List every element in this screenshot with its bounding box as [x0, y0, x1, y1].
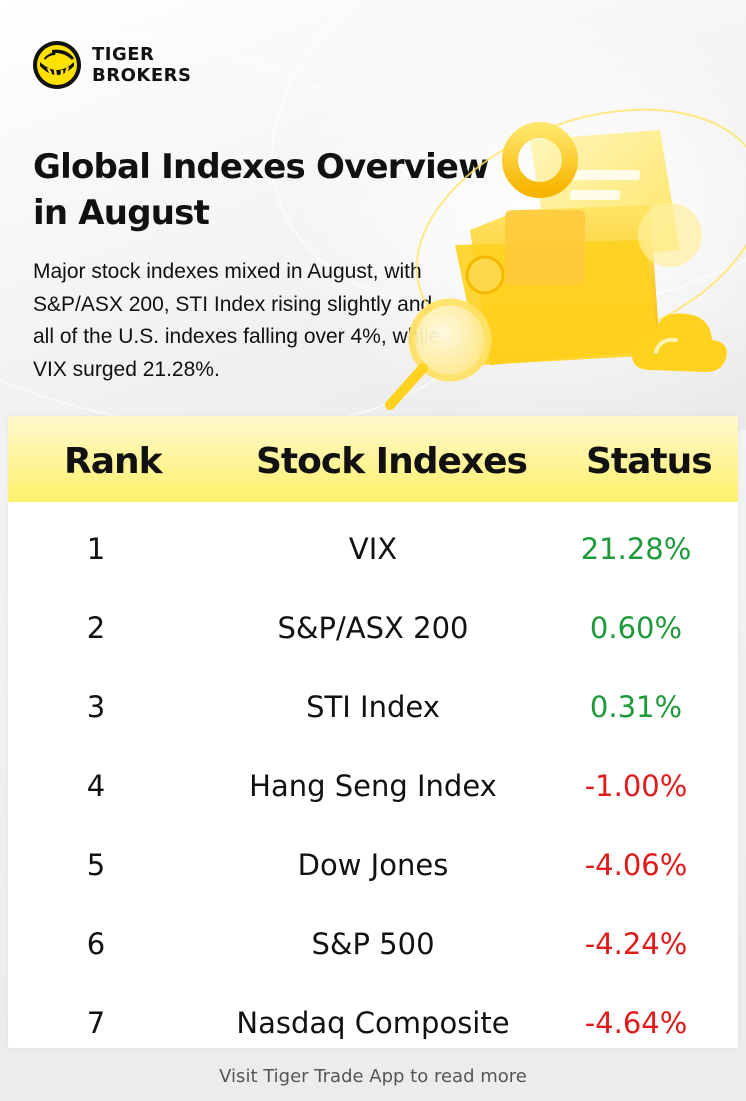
table-row: 3 STI Index 0.31%: [8, 669, 738, 748]
index-name-cell: S&P 500: [311, 927, 435, 961]
status-cell: -1.00%: [584, 769, 688, 803]
brand-name: TIGER BROKERS: [92, 44, 191, 86]
index-name-cell: S&P/ASX 200: [277, 611, 469, 645]
tiger-logo-icon: [33, 41, 81, 89]
tiger-brokers-logo[interactable]: TIGER BROKERS: [32, 40, 191, 90]
folder-illustration-icon: [385, 108, 746, 410]
index-name-cell: VIX: [348, 532, 398, 566]
rank-cell: 3: [86, 690, 106, 724]
index-name-cell: Nasdaq Composite: [236, 1006, 510, 1040]
page-title: Global Indexes Overview in August: [33, 144, 493, 236]
status-cell: -4.06%: [584, 848, 688, 882]
status-cell: -4.24%: [584, 927, 688, 961]
column-header-rank: Rank: [64, 441, 163, 482]
table-row: 6 S&P 500 -4.24%: [8, 906, 738, 985]
table-row: 4 Hang Seng Index -1.00%: [8, 748, 738, 827]
column-header-stock-indexes: Stock Indexes: [256, 441, 528, 482]
index-name-cell: Hang Seng Index: [249, 769, 497, 803]
table-row: 2 S&P/ASX 200 0.60%: [8, 590, 738, 669]
status-cell: 0.31%: [589, 690, 683, 724]
table-row: 1 VIX 21.28%: [8, 511, 738, 590]
rank-cell: 6: [86, 927, 106, 961]
page-title-line2: in August: [33, 193, 210, 233]
index-name-cell: STI Index: [306, 690, 440, 724]
hero-banner: TIGER BROKERS Global Indexes Overview in…: [0, 0, 746, 430]
brand-name-line2: BROKERS: [92, 65, 192, 86]
table-row: 5 Dow Jones -4.06%: [8, 827, 738, 906]
cloud-icon: [631, 313, 727, 372]
status-cell: -4.64%: [584, 1006, 688, 1040]
table-row: 7 Nasdaq Composite -4.64%: [8, 985, 738, 1048]
column-header-status: Status: [586, 441, 713, 482]
status-cell: 0.60%: [589, 611, 683, 645]
rank-cell: 5: [86, 848, 106, 882]
table-header: Rank Stock Indexes Status: [8, 416, 738, 502]
rank-cell: 1: [86, 532, 106, 566]
magnifier-icon: [385, 298, 492, 410]
index-table: Rank Stock Indexes Status 1 VIX 21.28% 2…: [8, 416, 738, 1048]
brand-name-line1: TIGER: [92, 44, 155, 65]
rank-cell: 2: [86, 611, 106, 645]
rank-cell: 7: [86, 1006, 106, 1040]
rank-cell: 4: [86, 769, 106, 803]
page-description: Major stock indexes mixed in August, wit…: [33, 260, 441, 381]
page-title-line1: Global Indexes Overview: [33, 147, 490, 187]
status-cell: 21.28%: [580, 532, 692, 566]
ring-icon: [502, 122, 578, 198]
index-name-cell: Dow Jones: [297, 848, 449, 882]
footer-cta[interactable]: Visit Tiger Trade App to read more: [219, 1066, 527, 1087]
